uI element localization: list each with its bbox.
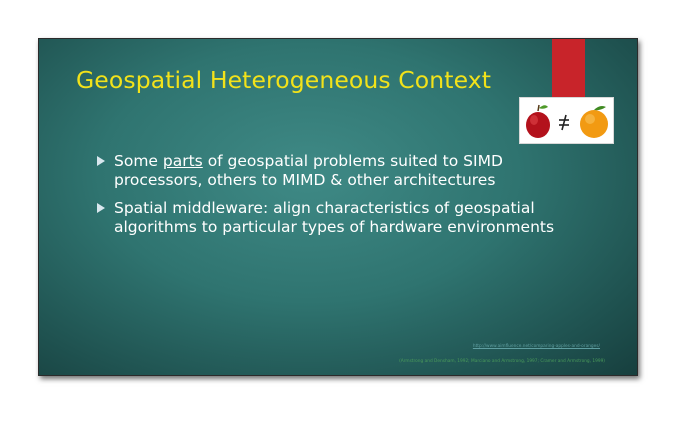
- bullet-item-spatial-middleware: Spatial middleware: align characteristic…: [97, 199, 567, 237]
- bullet-text: Spatial middleware: align characteristic…: [114, 199, 555, 236]
- bullet-arrow-icon: [97, 156, 105, 166]
- bullet-item-simd-mimd: Some parts of geospatial problems suited…: [97, 152, 567, 190]
- apple-not-equal-orange-icon: [519, 97, 614, 144]
- bullet-text-end: of geospatial problems suited to SIMD pr…: [114, 152, 503, 189]
- accent-bar: [552, 39, 585, 97]
- slide-title: Geospatial Heterogeneous Context: [76, 66, 492, 94]
- slide: Geospatial Heterogeneous Context Some pa…: [38, 38, 638, 376]
- bullet-text-start: Some: [114, 152, 163, 170]
- bullet-underlined-word: parts: [162, 152, 203, 170]
- bullet-list: Some parts of geospatial problems suited…: [97, 152, 567, 246]
- reference-link[interactable]: http://www.aimfluence.net/comparing-appl…: [472, 344, 600, 349]
- reference-citations: (Armstrong and Densham, 1992; Marciano a…: [399, 359, 605, 364]
- apple-orange-illustration: [526, 104, 608, 138]
- bullet-arrow-icon: [97, 203, 105, 213]
